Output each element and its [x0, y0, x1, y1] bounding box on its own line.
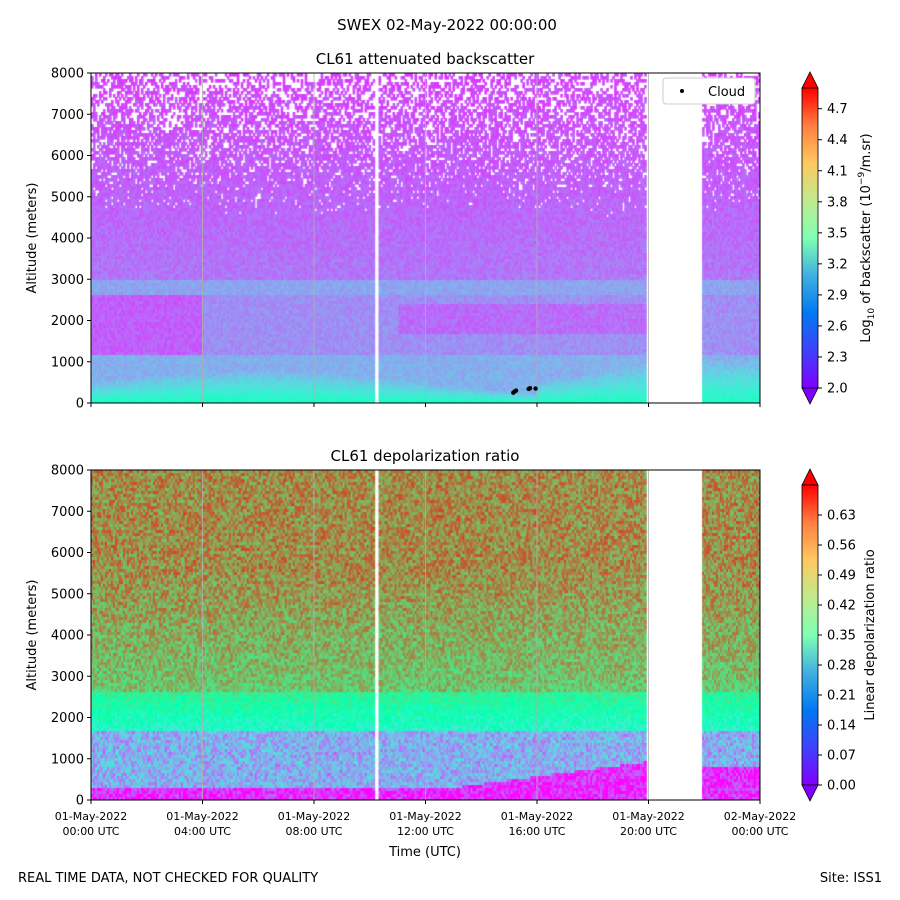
- y-tick-label: 0: [76, 794, 84, 809]
- colorbar-extend-max: [801, 468, 819, 486]
- colorbar-tick-label: 3.8: [827, 195, 848, 210]
- x-tick-label: 20:00 UTC: [620, 825, 677, 838]
- depolarization-grid: [202, 470, 649, 800]
- colorbar-gradient: [801, 484, 819, 786]
- colorbar-extend-min: [801, 784, 819, 802]
- y-tick-label: 1000: [51, 355, 84, 370]
- y-tick-label: 7000: [51, 505, 84, 520]
- y-tick-label: 4000: [51, 629, 84, 644]
- backscatter-y-ticks: 0 1000 2000 3000 4000 5000 6000 7000 8000: [51, 67, 91, 412]
- backscatter-colorbar-ticks: 2.0 2.3 2.6 2.9 3.2 3.5 3.8 4.1 4.4 4.7: [818, 102, 848, 397]
- x-tick-label: 01-May-2022: [166, 810, 238, 823]
- colorbar-tick-label: 4.4: [827, 133, 848, 148]
- colorbar-tick-label: 2.3: [827, 350, 848, 365]
- colorbar-tick-label: 0.42: [827, 599, 856, 614]
- colorbar-tick-label: 2.9: [827, 288, 848, 303]
- cloud-markers: [511, 385, 538, 395]
- colorbar-tick-label: 0.56: [827, 539, 856, 554]
- y-tick-label: 6000: [51, 149, 84, 164]
- colorbar-tick-label: 3.2: [827, 257, 848, 272]
- backscatter-title: CL61 attenuated backscatter: [316, 50, 535, 68]
- colorbar-extend-min: [801, 387, 819, 405]
- colorbar-tick-label: 0.49: [827, 569, 856, 584]
- x-tick-label: 04:00 UTC: [174, 825, 231, 838]
- depolarization-colorbar-label: Linear depolarization ratio: [863, 549, 878, 720]
- backscatter-grid: [202, 73, 649, 403]
- x-tick-label: 01-May-2022: [278, 810, 350, 823]
- colorbar-extend-max: [801, 71, 819, 89]
- figure-title: SWEX 02-May-2022 00:00:00: [337, 16, 557, 34]
- y-tick-label: 0: [76, 397, 84, 412]
- y-tick-label: 6000: [51, 546, 84, 561]
- y-tick-label: 3000: [51, 273, 84, 288]
- cloud-point: [513, 388, 519, 393]
- x-tick-label: 01-May-2022: [389, 810, 461, 823]
- y-tick-label: 5000: [51, 587, 84, 602]
- backscatter-legend: Cloud: [662, 77, 756, 105]
- cloud-point: [533, 386, 538, 391]
- legend-cloud-label: Cloud: [708, 85, 745, 100]
- depolarization-x-ticks: 01-May-2022 00:00 UTC 01-May-2022 04:00 UTC…: [55, 800, 796, 838]
- depolarization-title: CL61 depolarization ratio: [331, 447, 520, 465]
- colorbar-tick-label: 3.5: [827, 226, 848, 241]
- x-tick-label: 08:00 UTC: [285, 825, 342, 838]
- y-tick-label: 2000: [51, 711, 84, 726]
- x-tick-label: 16:00 UTC: [508, 825, 565, 838]
- colorbar-tick-label: 0.00: [827, 779, 856, 794]
- x-tick-label: 01-May-2022: [501, 810, 573, 823]
- colorbar-tick-label: 0.63: [827, 509, 856, 524]
- colorbar-tick-label: 0.35: [827, 629, 856, 644]
- cloud-point: [527, 385, 533, 391]
- colorbar-tick-label: 0.21: [827, 689, 856, 704]
- time-xlabel: Time (UTC): [388, 845, 461, 860]
- x-tick-label: 00:00 UTC: [731, 825, 788, 838]
- colorbar-tick-label: 0.14: [827, 719, 856, 734]
- colorbar-tick-label: 2.0: [827, 382, 848, 397]
- colorbar-tick-label: 0.28: [827, 659, 856, 674]
- y-tick-label: 8000: [51, 464, 84, 479]
- legend-box: [662, 77, 756, 105]
- legend-cloud-marker: [680, 89, 684, 93]
- y-tick-label: 2000: [51, 314, 84, 329]
- depolarization-ylabel: Altitude (meters): [25, 580, 40, 691]
- depolarization-colorbar: 0.00 0.07 0.14 0.21 0.28 0.35 0.42 0.49 0.56 0.63…: [801, 468, 878, 802]
- depolarization-plot: 0 1000 2000 3000 4000 5000 6000 7000 8000 01-May…: [25, 464, 796, 861]
- colorbar-tick-label: 0.07: [827, 749, 856, 764]
- site-label: Site: ISS1: [820, 871, 882, 886]
- y-tick-label: 1000: [51, 752, 84, 767]
- backscatter-colorbar: 2.0 2.3 2.6 2.9 3.2 3.5 3.8 4.1 4.4 4.7 Log10 of …: [801, 71, 877, 405]
- x-tick-label: 02-May-2022: [724, 810, 796, 823]
- y-tick-label: 5000: [51, 190, 84, 205]
- y-tick-label: 7000: [51, 108, 84, 123]
- backscatter-x-ticks: [90, 403, 761, 407]
- y-tick-label: 8000: [51, 67, 84, 82]
- colorbar-tick-label: 2.6: [827, 319, 848, 334]
- x-tick-label: 00:00 UTC: [62, 825, 119, 838]
- backscatter-colorbar-label: Log10 of backscatter (10−9/m.sr): [857, 133, 877, 342]
- depolarization-colorbar-ticks: 0.00 0.07 0.14 0.21 0.28 0.35 0.42 0.49 0.56 0.63: [818, 509, 856, 794]
- depolarization-y-ticks: 0 1000 2000 3000 4000 5000 6000 7000 8000: [51, 464, 91, 809]
- x-tick-label: 12:00 UTC: [397, 825, 454, 838]
- colorbar-tick-label: 4.7: [827, 102, 848, 117]
- x-tick-label: 01-May-2022: [55, 810, 127, 823]
- quality-disclaimer: REAL TIME DATA, NOT CHECKED FOR QUALITY: [18, 871, 318, 886]
- colorbar-gradient: [801, 87, 819, 389]
- colorbar-tick-label: 4.1: [827, 164, 848, 179]
- x-tick-label: 01-May-2022: [612, 810, 684, 823]
- y-tick-label: 3000: [51, 670, 84, 685]
- backscatter-ylabel: Altitude (meters): [25, 183, 40, 294]
- y-tick-label: 4000: [51, 232, 84, 247]
- backscatter-plot: 0 1000 2000 3000 4000 5000 6000 7000 8000 Altitu…: [25, 67, 761, 412]
